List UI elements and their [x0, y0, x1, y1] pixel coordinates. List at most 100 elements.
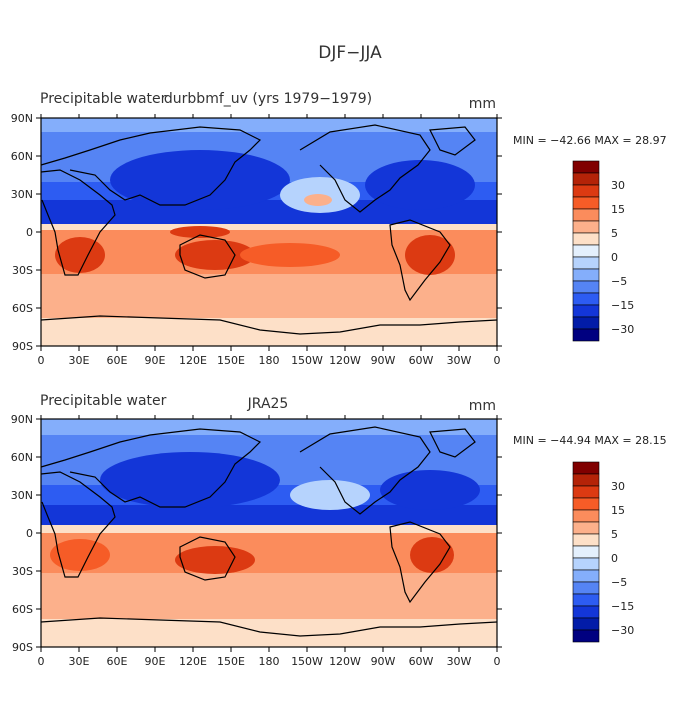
panel-2-blob-atlantic — [380, 470, 480, 510]
panel-2-x-tick-label: 60E — [107, 655, 128, 668]
panel-2-x-tick-label: 180 — [259, 655, 280, 668]
panel-1-colorbar-label: −15 — [611, 299, 634, 312]
panel-1-colorbar-label: 5 — [611, 227, 618, 240]
panel-2-blob-pacific-light — [290, 480, 370, 510]
panel-1-x-tick-label: 180 — [259, 354, 280, 367]
panel-1-x-tick-label: 30E — [69, 354, 90, 367]
panel-1-x-tick-label: 150E — [217, 354, 245, 367]
panel-2-colorbar-swatch — [572, 617, 600, 631]
panel-1-colorbar-swatch — [572, 220, 600, 234]
panel-1-x-tick-label: 30W — [447, 354, 472, 367]
panel-1-band-south-polar — [41, 318, 497, 346]
panel-2-colorbar-swatch — [572, 569, 600, 583]
panel-2-colorbar-label: −15 — [611, 600, 634, 613]
panel-2-blob-africa — [50, 539, 110, 571]
panel-1-coast-samerica — [389, 219, 451, 302]
panel-2-coast-eurasia — [40, 428, 262, 508]
panel-1-blob-asia — [110, 150, 290, 210]
panel-2-x-tick-label: 150E — [217, 655, 245, 668]
panel-2-min-max: MIN = −44.94 MAX = 28.15 — [513, 434, 667, 447]
panel-1-colorbar-swatch — [572, 208, 600, 222]
panel-1-band-arctic — [41, 118, 497, 132]
panel-2-x-tick-label: 0 — [494, 655, 501, 668]
panel-1-x-tick-label: 120E — [179, 354, 207, 367]
panel-2-coast-samerica — [389, 521, 451, 604]
panel-2-colorbar-label: −30 — [611, 624, 634, 637]
panel-1-coast-eurasia — [40, 126, 262, 206]
panel-2-coast-antarctica — [40, 617, 498, 637]
panel-2-blob-asia — [100, 452, 280, 508]
panel-1-left-label: Precipitable water — [40, 91, 167, 107]
panel-1-colorbar: 30 15 5 0 −5 −15 −30 — [572, 160, 634, 342]
panel-2-x-tick-label: 120E — [179, 655, 207, 668]
panel-2-colorbar-label: 15 — [611, 504, 625, 517]
panel-2-y-tick-label: 90S — [12, 641, 33, 654]
panel-2-x-tick-label: 90E — [145, 655, 166, 668]
panel-1-blob-spac — [240, 243, 340, 267]
panel-1-x-tick-label: 0 — [38, 354, 45, 367]
panel-2-colorbar-swatch — [572, 485, 600, 499]
panel-1-colorbar-swatch — [572, 268, 600, 282]
panel-2-colorbar-swatch — [572, 605, 600, 619]
panel-2-map: 0 30E 60E 90E 120E 150E 180 150W 120W 90W 60W 30W 0 … — [11, 413, 502, 668]
panel-2-coast-namerica — [299, 426, 431, 515]
panel-2-center-label: JRA25 — [247, 396, 289, 412]
panel-2-units: mm — [469, 398, 496, 414]
panel-2-band-arctic — [41, 419, 497, 435]
panel-2-coastlines — [40, 426, 498, 637]
panel-2-coast-africa — [40, 471, 116, 578]
panel-1-y-tick-label: 60S — [12, 302, 33, 315]
panel-1-y-tick-label: 30S — [12, 264, 33, 277]
panel-2-blob-samerica — [410, 537, 454, 573]
figure-title: DJF−JJA — [318, 43, 382, 63]
panel-1-band-equator — [41, 224, 497, 230]
panel-1-blob-maritime — [170, 226, 230, 238]
panel-2-colorbar-label: 30 — [611, 480, 625, 493]
panel-1-colorbar-swatch — [572, 292, 600, 306]
panel-1-coast-namerica — [299, 124, 431, 213]
panel-2-x-tick-label: 150W — [291, 655, 323, 668]
panel-2-coast-australia — [179, 536, 236, 581]
panel-1-units: mm — [469, 96, 496, 112]
panel-2-colorbar-label: 5 — [611, 528, 618, 541]
panel-2-colorbar-swatch — [572, 629, 600, 643]
panel-1-colorbar-swatch — [572, 232, 600, 246]
panel-1-min-max: MIN = −42.66 MAX = 28.97 — [513, 134, 667, 147]
panel-1-y-tick-label: 60N — [11, 150, 33, 163]
panel-1-blob-pacific-pale — [304, 194, 332, 206]
panel-2-y-tick-label: 30S — [12, 565, 33, 578]
panel-1-colorbar-label: 30 — [611, 179, 625, 192]
panel-2-colorbar-label: −5 — [611, 576, 627, 589]
panel-1-x-tick-label: 150W — [291, 354, 323, 367]
panel-1-coastlines — [40, 124, 498, 335]
panel-2-colorbar-swatch — [572, 557, 600, 571]
panel-1-colorbar-swatch — [572, 328, 600, 342]
panel-2-band-south-mid — [41, 573, 497, 619]
panel-1-colorbar-label: −30 — [611, 323, 634, 336]
panel-1-coast-africa — [40, 169, 116, 276]
panel-2-left-label: Precipitable water — [40, 393, 167, 409]
panel-2-colorbar-swatch — [572, 545, 600, 559]
panel-1-colorbar-swatch — [572, 316, 600, 330]
panel-1-y-tick-label: 0 — [26, 226, 33, 239]
panel-1-coast-australia — [179, 234, 236, 279]
panel-2-y-ticks: 90N 60N 30N 0 30S 60S 90S — [11, 413, 502, 654]
panel-1-y-ticks: 90N 60N 30N 0 30S 60S 90S — [11, 112, 502, 353]
panel-2-x-ticks: 0 30E 60E 90E 120E 150E 180 150W 120W 90W 60W 30W 0 — [38, 415, 501, 668]
panel-2-colorbar-swatch — [572, 497, 600, 511]
panel-2-y-tick-label: 90N — [11, 413, 33, 426]
panel-1-colorbar-swatch — [572, 280, 600, 294]
panel-2-colorbar: 30 15 5 0 −5 −15 −30 — [572, 461, 634, 643]
panel-1-colorbar-swatch — [572, 304, 600, 318]
panel-1-coast-antarctica — [40, 315, 498, 335]
panel-1-colorbar-swatch — [572, 184, 600, 198]
panel-1-colorbar-swatch — [572, 256, 600, 270]
panel-2-x-tick-label: 60W — [409, 655, 434, 668]
panel-1-y-tick-label: 90N — [11, 112, 33, 125]
panel-2-colorbar-swatch — [572, 461, 600, 475]
panel-2-colorbar-swatch — [572, 593, 600, 607]
panel-2-x-tick-label: 120W — [329, 655, 361, 668]
panel-2-x-tick-label: 0 — [38, 655, 45, 668]
panel-2-y-tick-label: 0 — [26, 527, 33, 540]
